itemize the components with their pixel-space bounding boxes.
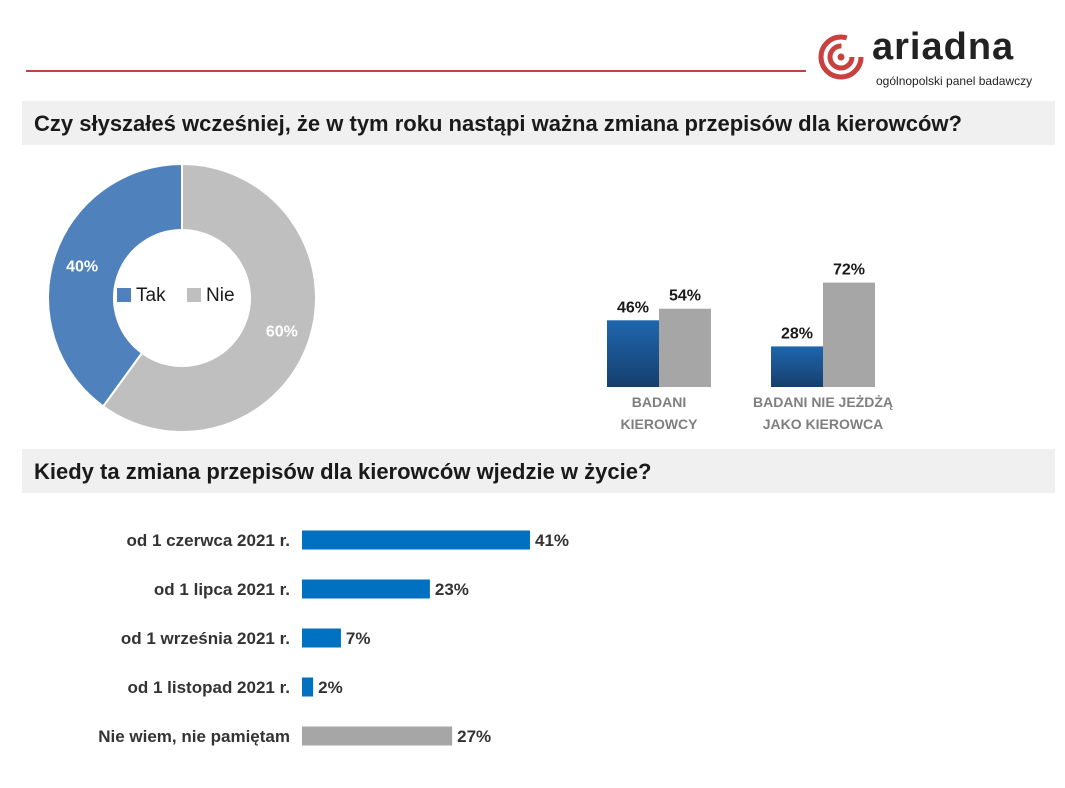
legend-label-tak: Tak: [136, 285, 166, 306]
hbar-3: [302, 628, 341, 648]
hbar-category-label: od 1 czerwca 2021 r.: [127, 531, 291, 550]
question-2-bar: Kiedy ta zmiana przepisów dla kierowców …: [22, 449, 1055, 493]
hbar-category-label: Nie wiem, nie pamiętam: [98, 727, 290, 746]
hbar-category-label: od 1 listopad 2021 r.: [127, 678, 290, 697]
hbar-value-label: 41%: [535, 531, 569, 550]
hbar-1: [302, 530, 530, 550]
bar-group2-series1: [771, 346, 823, 387]
bar-value-label: 54%: [669, 288, 701, 305]
header-divider: [26, 70, 806, 72]
question-1-bar: Czy słyszałeś wcześniej, że w tym roku n…: [22, 101, 1055, 145]
bar-group2-series2: [823, 282, 875, 387]
bar-group1-series1: [607, 320, 659, 387]
category-label: KIEROWCY: [621, 416, 699, 432]
donut-chart: 40% 60% Tak Nie: [47, 162, 317, 433]
hbar-2: [302, 579, 430, 599]
ariadna-logo: ariadna ogólnopolski panel badawczy: [818, 26, 1053, 92]
legend-label-nie: Nie: [206, 285, 235, 306]
hbar-category-label: od 1 września 2021 r.: [121, 629, 290, 648]
hbar-value-label: 7%: [346, 629, 371, 648]
logo-subtitle: ogólnopolski panel badawczy: [876, 74, 1033, 88]
bar-value-label: 72%: [833, 262, 865, 279]
bar-value-label: 46%: [617, 299, 649, 316]
donut-slice-nie: [101, 162, 317, 433]
question-1-title: Czy słyszałeś wcześniej, że w tym roku n…: [34, 111, 962, 136]
category-label: BADANI: [632, 394, 686, 410]
legend-swatch-tak: [117, 288, 131, 302]
logo-name: ariadna: [872, 26, 1015, 68]
donut-value-label: 40%: [66, 259, 98, 276]
hbar-4: [302, 677, 314, 697]
hbar-5: [302, 726, 453, 746]
hbar-value-label: 27%: [457, 727, 491, 746]
vertical-bar-chart: 46% 54% BADANI KIEROWCY 28% 72% BADANI NIE JEŻ…: [607, 262, 893, 432]
hbar-category-label: od 1 lipca 2021 r.: [154, 580, 290, 599]
category-label: BADANI NIE JEŻDŻĄ: [753, 394, 893, 410]
ariadna-spiral-logo-icon: [818, 34, 864, 80]
hbar-value-label: 2%: [318, 678, 343, 697]
donut-slice-tak: [47, 162, 183, 408]
horizontal-bar-chart: od 1 czerwca 2021 r. 41% od 1 lipca 2021 r…: [98, 530, 569, 746]
category-label: JAKO KIEROWCA: [763, 416, 884, 432]
donut-value-label: 60%: [266, 323, 298, 340]
bar-group1-series2: [659, 308, 711, 387]
question-2-title: Kiedy ta zmiana przepisów dla kierowców …: [34, 459, 652, 484]
hbar-value-label: 23%: [435, 580, 469, 599]
legend-swatch-nie: [187, 288, 201, 302]
bar-value-label: 28%: [781, 325, 813, 342]
